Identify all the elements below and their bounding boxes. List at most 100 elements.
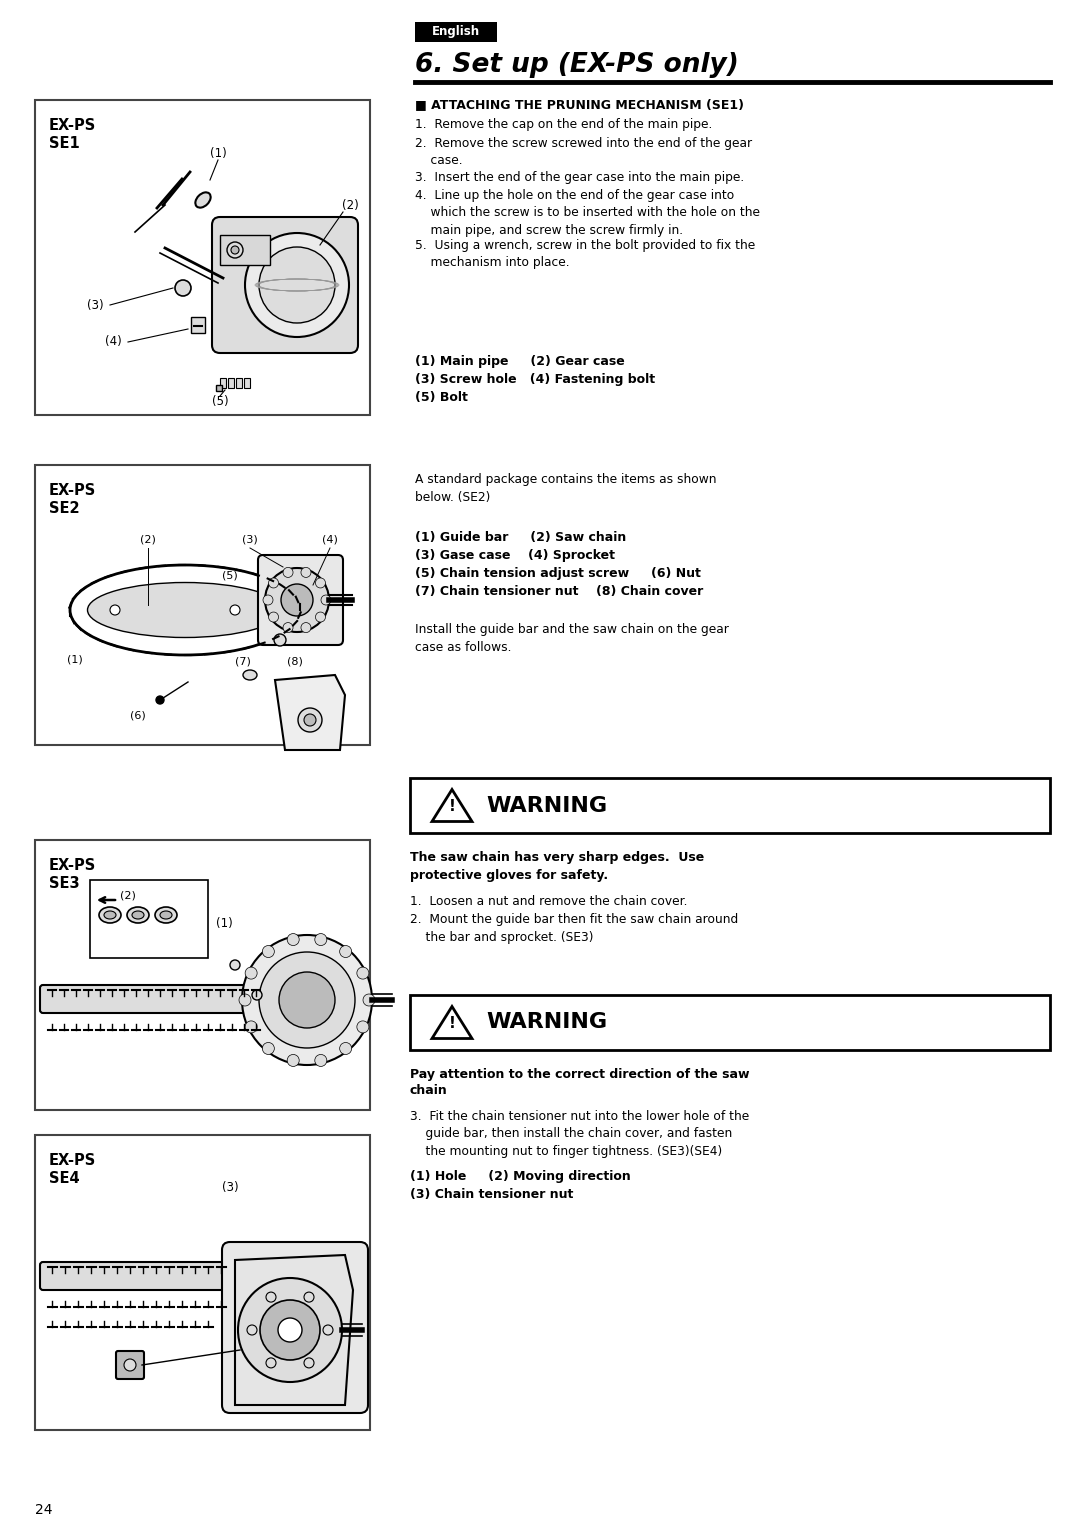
- Ellipse shape: [127, 906, 149, 923]
- Circle shape: [356, 1021, 369, 1033]
- Ellipse shape: [104, 911, 116, 919]
- Circle shape: [245, 967, 257, 980]
- Text: (1) Guide bar     (2) Saw chain: (1) Guide bar (2) Saw chain: [415, 531, 626, 543]
- Text: Pay attention to the correct direction of the saw: Pay attention to the correct direction o…: [410, 1068, 750, 1080]
- Circle shape: [303, 1358, 314, 1367]
- Text: EX-PS: EX-PS: [49, 858, 96, 873]
- Circle shape: [175, 279, 191, 296]
- FancyBboxPatch shape: [212, 217, 357, 353]
- FancyBboxPatch shape: [222, 1242, 368, 1413]
- Text: SE4: SE4: [49, 1170, 80, 1186]
- Bar: [216, 385, 222, 391]
- Ellipse shape: [243, 670, 257, 681]
- Text: SE2: SE2: [49, 501, 80, 516]
- Text: (5): (5): [212, 395, 228, 409]
- Bar: [35, 1135, 370, 1430]
- Text: EX-PS: EX-PS: [49, 1154, 96, 1167]
- Text: ■ ATTACHING THE PRUNING MECHANISM (SE1): ■ ATTACHING THE PRUNING MECHANISM (SE1): [415, 98, 744, 111]
- Bar: [35, 839, 370, 1109]
- Text: EX-PS: EX-PS: [49, 118, 96, 133]
- Circle shape: [274, 633, 286, 645]
- Text: English: English: [432, 26, 481, 38]
- Text: (6): (6): [130, 710, 146, 720]
- Circle shape: [339, 946, 352, 957]
- Text: WARNING: WARNING: [486, 795, 607, 815]
- Text: (2): (2): [341, 198, 359, 212]
- Circle shape: [363, 993, 375, 1006]
- Text: 1.  Loosen a nut and remove the chain cover.: 1. Loosen a nut and remove the chain cov…: [410, 896, 688, 908]
- FancyBboxPatch shape: [116, 1351, 144, 1380]
- Circle shape: [247, 1325, 257, 1335]
- Circle shape: [262, 946, 274, 957]
- Circle shape: [269, 612, 279, 623]
- Circle shape: [230, 604, 240, 615]
- Polygon shape: [432, 1007, 472, 1039]
- Text: (5) Chain tension adjust screw     (6) Nut: (5) Chain tension adjust screw (6) Nut: [415, 568, 701, 580]
- Text: (5) Bolt: (5) Bolt: [415, 391, 468, 404]
- Text: chain: chain: [410, 1083, 448, 1097]
- Bar: [220, 378, 226, 388]
- Text: WARNING: WARNING: [486, 1012, 607, 1033]
- Polygon shape: [235, 1254, 353, 1405]
- Ellipse shape: [160, 911, 172, 919]
- Circle shape: [259, 247, 335, 324]
- Circle shape: [314, 934, 327, 946]
- Text: (3): (3): [86, 299, 104, 311]
- Circle shape: [339, 1042, 352, 1054]
- Circle shape: [323, 1325, 333, 1335]
- Circle shape: [252, 990, 262, 1000]
- Text: (3) Screw hole   (4) Fastening bolt: (3) Screw hole (4) Fastening bolt: [415, 372, 656, 386]
- Text: (1) Hole     (2) Moving direction: (1) Hole (2) Moving direction: [410, 1170, 631, 1183]
- Bar: [90, 881, 208, 958]
- Text: (4): (4): [105, 336, 121, 348]
- Bar: [228, 378, 234, 388]
- Ellipse shape: [99, 906, 121, 923]
- Circle shape: [259, 952, 355, 1048]
- Circle shape: [238, 1277, 342, 1383]
- Text: (2): (2): [140, 536, 156, 545]
- Text: (3): (3): [242, 536, 258, 545]
- Circle shape: [269, 578, 279, 588]
- Circle shape: [314, 1054, 327, 1067]
- Text: (1): (1): [67, 655, 83, 665]
- Text: (3) Gase case    (4) Sprocket: (3) Gase case (4) Sprocket: [415, 549, 615, 562]
- Bar: [35, 101, 370, 415]
- Text: (7): (7): [235, 658, 251, 667]
- Circle shape: [298, 708, 322, 732]
- Circle shape: [266, 1293, 276, 1302]
- Text: (1): (1): [210, 146, 227, 160]
- Circle shape: [287, 934, 299, 946]
- Text: (1): (1): [216, 917, 233, 931]
- Circle shape: [231, 246, 239, 253]
- Bar: [415, 21, 497, 43]
- Circle shape: [301, 623, 311, 633]
- Circle shape: [245, 233, 349, 337]
- Circle shape: [265, 568, 329, 632]
- Text: (2): (2): [120, 890, 136, 900]
- FancyBboxPatch shape: [258, 555, 343, 645]
- Text: 6. Set up (EX-PS only): 6. Set up (EX-PS only): [415, 52, 739, 78]
- Text: (3): (3): [221, 1181, 239, 1193]
- Bar: [191, 317, 205, 333]
- Text: 24: 24: [35, 1503, 53, 1517]
- Text: 2.  Mount the guide bar then fit the saw chain around
    the bar and sprocket. : 2. Mount the guide bar then fit the saw …: [410, 913, 739, 943]
- Ellipse shape: [195, 192, 211, 208]
- Circle shape: [356, 967, 369, 980]
- Circle shape: [239, 993, 251, 1006]
- Polygon shape: [432, 789, 472, 821]
- Circle shape: [266, 1358, 276, 1367]
- Text: SE3: SE3: [49, 876, 80, 891]
- Bar: [220, 235, 270, 266]
- Text: 1.  Remove the cap on the end of the main pipe.: 1. Remove the cap on the end of the main…: [415, 118, 713, 131]
- Text: The saw chain has very sharp edges.  Use: The saw chain has very sharp edges. Use: [410, 852, 704, 864]
- Circle shape: [281, 584, 313, 617]
- Circle shape: [301, 568, 311, 577]
- Circle shape: [110, 604, 120, 615]
- Circle shape: [283, 623, 293, 633]
- Circle shape: [278, 1318, 302, 1341]
- Bar: [410, 778, 1050, 833]
- Polygon shape: [275, 674, 345, 749]
- Text: Install the guide bar and the saw chain on the gear
case as follows.: Install the guide bar and the saw chain …: [415, 623, 729, 655]
- Text: !: !: [448, 1016, 456, 1032]
- Bar: [35, 465, 370, 745]
